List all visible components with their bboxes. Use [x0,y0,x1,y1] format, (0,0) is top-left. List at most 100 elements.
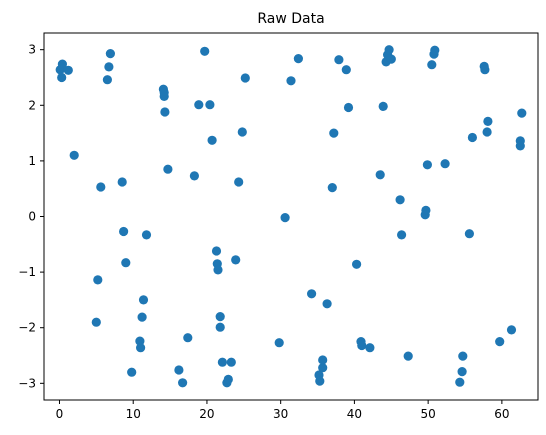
x-tick-label: 30 [273,407,288,421]
data-point [119,226,129,237]
data-point [430,45,440,55]
data-point [69,150,79,160]
data-points [55,45,527,388]
data-point [200,46,210,56]
x-tick-label: 10 [126,407,141,421]
data-point [515,141,525,151]
data-point [63,65,73,75]
data-point [183,333,193,343]
data-point [318,355,328,365]
data-point [458,351,468,361]
data-point [341,65,351,75]
data-point [138,295,149,305]
data-point [334,55,344,65]
data-point [91,317,101,327]
chart-title: Raw Data [257,11,324,27]
data-point [343,102,354,113]
data-point [102,75,112,85]
data-point [127,367,137,377]
data-point [327,183,337,193]
data-point [178,378,188,388]
data-point [57,59,67,69]
data-point [211,246,222,256]
data-point [315,376,325,386]
data-point [207,135,217,145]
data-point [495,337,505,347]
data-point [322,299,332,309]
x-tick-label: 0 [56,407,64,421]
data-point [274,338,284,348]
x-tick-label: 20 [199,407,214,421]
y-axis: −3 −2 −1 0 1 2 3 [18,43,44,390]
data-point [464,229,474,239]
data-point [189,171,199,181]
data-point [384,45,394,55]
data-point [105,49,115,59]
x-tick-label: 50 [420,407,435,421]
data-point [117,177,127,187]
data-point [352,259,362,269]
data-point [121,258,131,268]
data-point [137,312,147,322]
y-tick-label: −1 [18,265,36,279]
x-tick-label: 60 [494,407,509,421]
data-point [213,265,223,275]
data-point [329,128,339,138]
data-point [293,54,303,64]
data-point [141,230,152,240]
data-point [403,351,413,361]
data-point [215,312,225,322]
data-point [286,76,296,86]
data-point [440,159,450,169]
data-point [307,289,317,299]
data-point [205,100,215,110]
data-point [237,127,247,137]
data-point [280,213,290,223]
data-point [517,108,527,118]
data-point [215,322,225,332]
data-point [357,340,367,351]
y-tick-label: 3 [28,43,36,57]
data-point [240,73,250,83]
y-tick-label: 1 [28,154,36,168]
x-tick-label: 40 [347,407,362,421]
data-point [386,54,396,64]
data-point [217,357,227,367]
data-point [226,357,236,367]
data-point [318,363,328,373]
data-point [397,230,407,240]
data-point [223,374,233,384]
data-point [422,160,432,170]
data-point [421,205,431,215]
data-point [455,377,465,387]
data-point [480,65,490,75]
data-point [483,116,493,126]
data-point [467,132,477,143]
data-point [482,127,492,137]
y-tick-label: 0 [28,210,36,224]
data-point [395,195,405,205]
data-point [375,170,385,180]
x-axis: 0 10 20 30 40 50 60 [56,400,510,421]
y-tick-label: −3 [18,376,36,390]
data-point [57,72,67,83]
plot-frame [43,32,539,401]
data-point [427,60,437,70]
data-point [506,325,517,335]
data-point [163,164,173,174]
data-point [104,62,114,72]
y-tick-label: 2 [28,98,36,112]
data-point [93,275,103,285]
data-point [160,107,170,117]
data-point [234,177,244,187]
data-point [96,182,106,192]
data-point [365,343,375,353]
data-point [159,91,169,101]
data-point [194,100,204,110]
y-tick-label: −2 [18,321,36,335]
data-point [231,255,241,265]
data-point [457,367,467,377]
data-point [174,365,184,375]
data-point [378,101,388,111]
